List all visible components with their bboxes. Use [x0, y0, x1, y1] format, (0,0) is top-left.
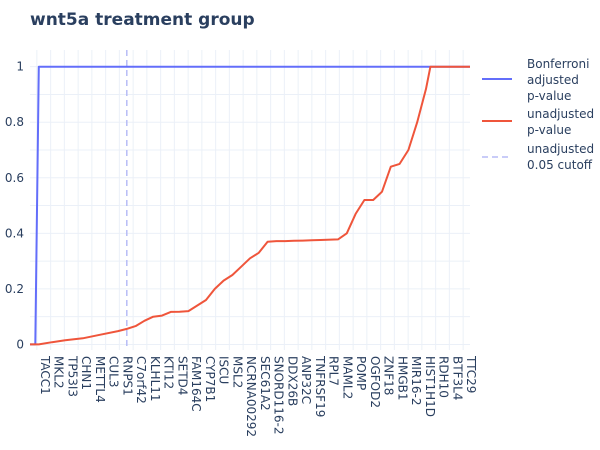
x-tick-label: KTI12 [162, 356, 176, 389]
legend-item-bonferroni[interactable]: Bonferroni adjusted p-value [482, 57, 589, 103]
legend-item-unadjusted[interactable]: unadjusted p-value [482, 107, 594, 137]
series-unadjusted-line [30, 65, 470, 346]
x-tick-label: CUL3 [107, 356, 121, 387]
x-tick-label: RDH10 [437, 356, 451, 398]
x-tick-label: NCRNA00292 [244, 356, 258, 437]
x-tick-label: TNFRSF19 [313, 355, 327, 417]
x-tick-label: TP53I3 [65, 355, 79, 397]
x-tick-label: CHN1 [79, 356, 93, 390]
x-tick-label: MIR16-2 [409, 356, 423, 405]
y-tick-label: 1 [16, 60, 24, 74]
y-axis-ticks: 0 0.2 0.4 0.6 0.8 1 [5, 60, 24, 352]
legend-item-cutoff[interactable]: unadjusted 0.05 cutoff [482, 142, 594, 172]
x-tick-label: HMGB1 [395, 356, 409, 401]
x-tick-label: MAML2 [340, 356, 354, 399]
y-tick-label: 0.6 [5, 171, 24, 185]
x-tick-label: MKL2 [52, 356, 66, 389]
legend-label-unadjusted-2: p-value [527, 123, 571, 137]
legend-label-cutoff-1: unadjusted [527, 142, 594, 156]
legend-label-bonferroni-3: p-value [527, 89, 571, 103]
legend-label-bonferroni-1: Bonferroni [527, 57, 589, 71]
x-tick-label: DDX26B [285, 356, 299, 406]
x-axis-ticks: TACC1 MKL2 TP53I3 CHN1 METTL4 CUL3 RNPS1 C7orf4… [38, 355, 478, 437]
x-tick-label: RPL7 [327, 356, 341, 386]
x-tick-label: ISCU [217, 356, 231, 384]
x-tick-label: SEC61A2 [258, 356, 272, 411]
x-tick-label: BTF3L4 [450, 356, 464, 400]
x-tick-label: RNPS1 [120, 356, 134, 396]
x-tick-label: OGFOD2 [368, 356, 382, 408]
legend: Bonferroni adjusted p-value unadjusted p… [482, 57, 594, 172]
legend-label-unadjusted-1: unadjusted [527, 107, 594, 121]
x-tick-label: KLHL11 [148, 356, 162, 402]
x-tick-label: ZNF18 [382, 356, 396, 395]
x-tick-label: HIST1H1D [423, 356, 437, 417]
series-layer [30, 65, 470, 346]
legend-label-bonferroni-2: adjusted [527, 73, 579, 87]
x-tick-label: C7orf42 [134, 356, 148, 404]
grid-layer [30, 50, 470, 350]
y-tick-label: 0.4 [5, 226, 24, 240]
x-tick-label: FAM164C [189, 356, 203, 412]
x-tick-label: TACC1 [38, 355, 52, 395]
x-tick-label: MSL2 [230, 356, 244, 388]
x-tick-label: CYP7B1 [203, 356, 217, 402]
x-tick-label: METTL4 [93, 356, 107, 403]
x-tick-label: SETD4 [175, 356, 189, 395]
chart-title: wnt5a treatment group [30, 10, 255, 30]
x-tick-label: POMP [354, 356, 368, 390]
x-tick-label: SNORD116-2 [272, 356, 286, 435]
y-tick-label: 0 [16, 337, 24, 351]
x-tick-label: ANP32C [299, 356, 313, 404]
y-tick-label: 0.2 [5, 282, 24, 296]
y-tick-label: 0.8 [5, 115, 24, 129]
legend-label-cutoff-2: 0.05 cutoff [527, 158, 593, 172]
x-tick-label: TTC29 [464, 355, 478, 393]
